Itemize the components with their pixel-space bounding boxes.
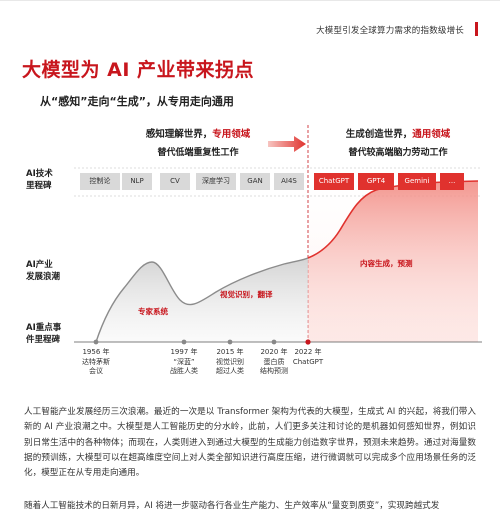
- milestone-chip: 控制论: [80, 173, 120, 190]
- timeline-dot: [181, 339, 187, 345]
- timeline-event-2022: 2022 年 ChatGPT: [276, 348, 340, 367]
- note-expert-systems: 专家系统: [138, 307, 168, 316]
- right-phase-heading: 生成创造世界，通用领域: [318, 126, 478, 140]
- axis-label-trend-text: AI产业 发展浪潮: [26, 260, 61, 282]
- header-accent-bar: [475, 22, 478, 36]
- right-phase-subheading: 替代较高端脑力劳动工作: [348, 148, 448, 158]
- axis-label-milestones: AI技术 里程碑: [26, 168, 53, 192]
- phase-arrow: [268, 136, 306, 152]
- top-rule: [0, 0, 500, 1]
- note-content-generation: 内容生成，预测: [360, 259, 413, 268]
- body-paragraph-2: 随着人工智能技术的日新月异，AI 将进一步驱动各行各业生产能力、生产效率从“量变…: [24, 501, 440, 511]
- timeline-desc: “深蓝” 战胜人类: [170, 357, 198, 376]
- left-phase-highlight: 专用领域: [212, 129, 251, 140]
- page-title: 大模型为 AI 产业带来拐点: [22, 59, 255, 81]
- left-phase-prefix: 感知理解世界，: [145, 129, 213, 140]
- timeline-event-1997: 1997 年 “深蓝” 战胜人类: [152, 348, 216, 377]
- timeline-dot: [305, 339, 311, 345]
- milestone-chip: AI4S: [274, 173, 304, 190]
- timeline-desc: 蛋白质 结构预测: [260, 357, 288, 376]
- milestone-chip: GPT4: [358, 173, 394, 190]
- timeline-year: 2015 年: [216, 348, 244, 356]
- milestone-chip: CV: [160, 173, 190, 190]
- timeline-year: 2020 年: [260, 348, 288, 356]
- left-phase-heading: 感知理解世界，专用领域: [128, 126, 268, 140]
- right-phase-prefix: 生成创造世界，: [345, 129, 413, 140]
- milestone-chip: 深度学习: [196, 173, 236, 190]
- timeline-desc: 视觉识别 超过人类: [216, 357, 244, 376]
- axis-label-milestones-text: AI技术 里程碑: [26, 169, 53, 191]
- timeline-desc: 达特茅斯 会议: [82, 357, 110, 376]
- timeline-dot: [93, 339, 99, 345]
- timeline-event-2020: 2020 年 蛋白质 结构预测: [242, 348, 306, 377]
- wave-area-gray: [96, 258, 308, 342]
- axis-label-trend: AI产业 发展浪潮: [26, 259, 60, 283]
- right-phase-highlight: 通用领域: [412, 129, 451, 140]
- wave-area-red: [308, 181, 478, 342]
- timeline-event-1956: 1956 年 达特茅斯 会议: [64, 348, 128, 377]
- body-paragraph-1: 人工智能产业发展经历三次浪潮。最近的一次是以 Transformer 架构为代表…: [24, 407, 476, 479]
- timeline-event-2015: 2015 年 视觉识别 超过人类: [198, 348, 262, 377]
- milestone-chip: ...: [440, 173, 464, 190]
- timeline-dot: [271, 339, 277, 345]
- left-phase-subheading: 替代低端重复性工作: [157, 148, 239, 158]
- page-subtitle: 从“感知”走向“生成”，从专用走向通用: [40, 95, 234, 108]
- axis-label-events: AI重点事 件里程碑: [26, 322, 61, 346]
- running-header: 大模型引发全球算力需求的指数级增长: [316, 26, 464, 36]
- wave-curve-gray: [95, 257, 309, 343]
- milestone-chip: Gemini: [398, 173, 436, 190]
- milestone-chip: GAN: [240, 173, 270, 190]
- timeline-year: 1956 年: [82, 348, 110, 356]
- timeline-desc: ChatGPT: [292, 357, 324, 366]
- timeline-year: 2022 年: [294, 348, 322, 356]
- axis-label-events-text: AI重点事 件里程碑: [26, 323, 62, 345]
- timeline-year: 1997 年: [170, 348, 198, 356]
- ai-waves-figure: [74, 125, 482, 345]
- timeline-dot: [227, 339, 233, 345]
- note-vision-translation: 视觉识别，翻译: [220, 290, 273, 299]
- milestone-chip: ChatGPT: [314, 173, 354, 190]
- milestone-chip: NLP: [122, 173, 152, 190]
